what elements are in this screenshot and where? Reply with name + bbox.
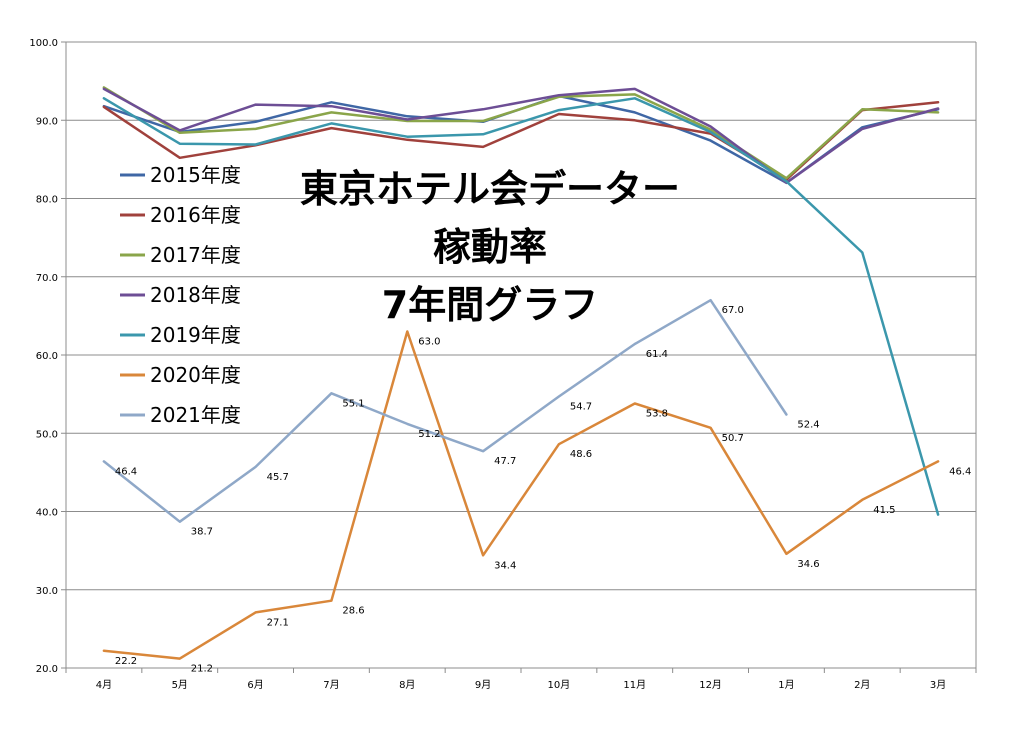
data-label-2020年度-10: 41.5 [873,505,895,516]
data-labels: 22.2 21.2 27.1 28.6 63.0 34.4 48.6 53.8 50.7 34.6… [115,305,971,674]
data-label-2020年度-11: 46.4 [949,466,971,477]
x-tick-label-4: 8月 [399,679,415,691]
legend-label-2016年度: 2016年度 [150,203,241,227]
data-label-2020年度-0: 22.2 [115,656,137,667]
data-label-2021年度-2: 45.7 [267,472,289,483]
legend-label-2015年度: 2015年度 [150,163,241,187]
data-label-2021年度-4: 51.2 [418,429,440,440]
x-tick-label-7: 11月 [623,679,646,691]
series-line-2017年度 [102,86,940,180]
legend-label-2017年度: 2017年度 [150,243,241,267]
y-tick-label-1: 30.0 [36,586,58,597]
y-tick-label-4: 60.0 [36,351,58,362]
data-label-2021年度-9: 52.4 [797,419,819,430]
data-label-2021年度-3: 55.1 [342,398,364,409]
data-label-2020年度-6: 48.6 [570,449,592,460]
data-label-2021年度-1: 38.7 [191,527,213,538]
data-label-2020年度-4: 63.0 [418,337,440,348]
data-label-2020年度-9: 34.6 [797,559,819,570]
y-tick-label-2: 40.0 [36,508,58,519]
title-line-1: 稼動率 [433,225,547,269]
x-tick-label-1: 5月 [172,679,188,691]
series-line-2020年度 [102,330,940,660]
data-label-2021年度-7: 61.4 [646,349,668,360]
x-tick-label-9: 1月 [778,679,794,691]
legend-label-2019年度: 2019年度 [150,323,241,347]
title-line-0: 東京ホテル会データー [300,167,680,211]
legend-label-2020年度: 2020年度 [150,363,241,387]
legend: 2015年度 2016年度 2017年度 2018年度 2019年度 2020年度 2021… [120,163,241,427]
title-line-2: 7年間グラフ [382,283,598,327]
data-label-2021年度-5: 47.7 [494,456,516,467]
y-tick-label-0: 20.0 [36,664,58,675]
y-tick-label-6: 80.0 [36,195,58,206]
series-line-2019年度 [102,97,940,516]
y-tick-label-5: 70.0 [36,273,58,284]
y-tick-label-8: 100.0 [29,38,58,49]
data-label-2020年度-8: 50.7 [722,433,744,444]
legend-label-2018年度: 2018年度 [150,283,241,307]
axes: 20.0 30.0 40.0 50.0 60.0 70.0 80.0 90.0 100.0 4月 5… [29,38,977,691]
x-tick-label-6: 10月 [548,679,571,691]
x-tick-label-5: 9月 [475,679,491,691]
data-label-2020年度-1: 21.2 [191,664,213,675]
data-label-2020年度-2: 27.1 [267,617,289,628]
x-tick-label-8: 12月 [699,679,722,691]
x-tick-label-10: 2月 [854,679,870,691]
x-tick-label-3: 7月 [323,679,339,691]
y-tick-label-7: 90.0 [36,116,58,127]
data-label-2020年度-3: 28.6 [342,606,364,617]
series-line-2018年度 [102,87,940,185]
data-label-2020年度-5: 34.4 [494,560,516,571]
series-line-2021年度 [102,298,788,523]
data-label-2021年度-6: 54.7 [570,401,592,412]
data-label-2021年度-0: 46.4 [115,466,137,477]
data-label-2020年度-7: 53.8 [646,409,668,420]
data-label-2021年度-8: 67.0 [722,305,744,316]
legend-label-2021年度: 2021年度 [150,403,241,427]
x-tick-label-2: 6月 [247,679,263,691]
x-tick-label-11: 3月 [930,679,946,691]
y-tick-label-3: 50.0 [36,429,58,440]
gridlines [66,41,976,669]
x-tick-label-0: 4月 [96,679,112,691]
series-lines [102,86,940,660]
